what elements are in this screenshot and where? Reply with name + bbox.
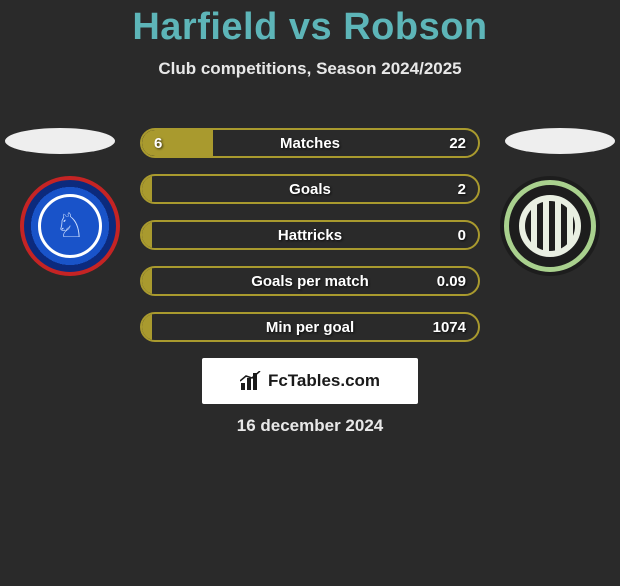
player-photo-right: [505, 128, 615, 154]
stat-label: Goals per match: [142, 268, 478, 294]
stat-value-right: 0: [458, 222, 466, 248]
brand-label: FcTables.com: [268, 371, 380, 391]
subtitle: Club competitions, Season 2024/2025: [0, 59, 620, 79]
club-badge-right: [500, 176, 600, 276]
stat-value-right: 0.09: [437, 268, 466, 294]
stripes-icon: [525, 201, 575, 251]
stat-bar: Goals per match0.09: [140, 266, 480, 296]
stat-label: Goals: [142, 176, 478, 202]
stat-label: Matches: [142, 130, 478, 156]
stat-value-right: 1074: [433, 314, 466, 340]
stat-label: Min per goal: [142, 314, 478, 340]
stat-bar: Hattricks0: [140, 220, 480, 250]
stat-bar: Goals2: [140, 174, 480, 204]
phoenix-icon: ♘: [55, 209, 85, 243]
stat-label: Hattricks: [142, 222, 478, 248]
bar-chart-icon: [240, 371, 262, 391]
stat-value-right: 22: [449, 130, 466, 156]
brand-box[interactable]: FcTables.com: [202, 358, 418, 404]
stat-bar: Min per goal1074: [140, 312, 480, 342]
player-photo-left: [5, 128, 115, 154]
stat-bars: 6Matches22 Goals2 Hattricks0 Goals per matc…: [140, 128, 480, 358]
date-label: 16 december 2024: [0, 416, 620, 436]
club-badge-left: ♘: [20, 176, 120, 276]
stat-bar: 6Matches22: [140, 128, 480, 158]
stat-value-right: 2: [458, 176, 466, 202]
page-title: Harfield vs Robson: [0, 6, 620, 49]
